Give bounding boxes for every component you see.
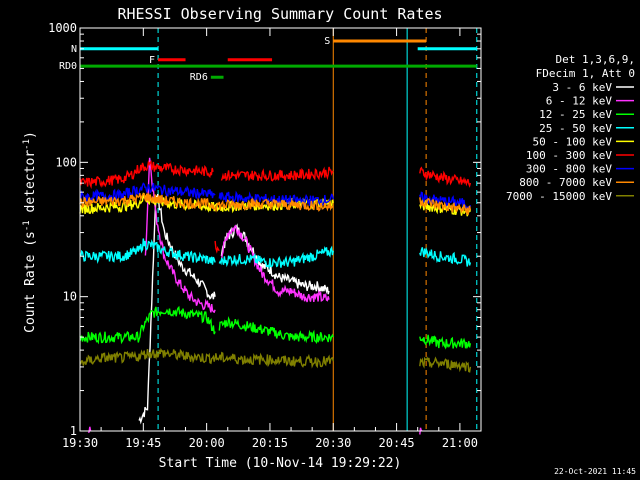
- legend: Det 1,3,6,9, FDecim 1, Att 0 3 - 6 keV6 …: [506, 53, 635, 203]
- series-2-segment-0: [79, 305, 216, 345]
- series-8-segment-1: [419, 356, 472, 373]
- series-7-segment-1: [419, 197, 472, 216]
- state-bar-label-0: N: [71, 44, 77, 55]
- y-axis-label-sup1: -1: [22, 220, 32, 231]
- chart-title: RHESSI Observing Summary Count Rates: [117, 5, 442, 23]
- x-axis-label: Start Time (10-Nov-14 19:29:22): [159, 456, 402, 471]
- series-1-segment-1: [144, 157, 216, 314]
- legend-label-7: 800 - 7000 keV: [519, 176, 612, 189]
- series-3-segment-0: [79, 238, 216, 265]
- series-7-segment-0: [79, 192, 334, 213]
- y-axis-label: Count Rate (s-1 detector-1): [22, 131, 38, 333]
- x-tick-label-3: 20:15: [252, 436, 288, 450]
- series-1-segment-2: [220, 224, 330, 303]
- y-axis-label-end: ): [23, 131, 38, 139]
- series-1-segment-0: [87, 426, 92, 434]
- legend-header-line-1: Det 1,3,6,9,: [556, 53, 635, 66]
- legend-label-5: 100 - 300 keV: [526, 149, 612, 162]
- y-tick-label-3: 1000: [48, 21, 77, 35]
- y-axis-label-mid: detector: [23, 150, 38, 221]
- plot-frame: [79, 27, 482, 432]
- legend-label-1: 6 - 12 keV: [546, 95, 613, 108]
- y-axis-label-main: Count Rate (s: [23, 231, 38, 333]
- y-axis: 1 10 100 1000: [48, 21, 481, 438]
- y-tick-label-1: 10: [63, 290, 77, 304]
- series-2-segment-2: [419, 334, 472, 350]
- x-axis: 19:30 19:45 20:00 20:15 20:30 20:45 21:00: [62, 28, 478, 450]
- state-bar-label-6: S: [324, 36, 330, 47]
- legend-label-4: 50 - 100 keV: [533, 135, 613, 148]
- legend-label-2: 12 - 25 keV: [539, 108, 612, 121]
- series-3-segment-1: [218, 245, 334, 270]
- series-6-segment-2: [419, 191, 472, 212]
- y-axis-label-sup2: -1: [22, 139, 32, 150]
- plot-area: N F RD0 RD6 S: [59, 28, 478, 435]
- legend-label-3: 25 - 50 keV: [539, 122, 612, 135]
- footer-date: 22-Oct-2021 11:45: [554, 467, 636, 476]
- state-bar-label-5: RD6: [190, 72, 208, 83]
- x-tick-label-0: 19:30: [62, 436, 98, 450]
- series-5-segment-2: [220, 166, 334, 182]
- series-5-segment-3: [419, 166, 472, 188]
- y-tick-label-2: 100: [55, 155, 77, 169]
- x-tick-label-4: 20:30: [315, 436, 351, 450]
- series-5-segment-1: [214, 240, 220, 254]
- x-tick-label-2: 20:00: [189, 436, 225, 450]
- x-tick-label-1: 19:45: [125, 436, 161, 450]
- legend-label-0: 3 - 6 keV: [552, 81, 612, 94]
- legend-label-6: 300 - 800 keV: [526, 163, 612, 176]
- series-3-segment-2: [419, 247, 472, 267]
- state-bar-label-2: F: [149, 55, 155, 66]
- legend-header-line-2: FDecim 1, Att 0: [536, 67, 635, 80]
- series-8-segment-0: [79, 347, 334, 369]
- series-6-segment-0: [79, 182, 216, 203]
- legend-label-8: 7000 - 15000 keV: [506, 190, 612, 203]
- series-2-segment-1: [218, 316, 334, 345]
- series-5-segment-0: [79, 159, 214, 190]
- series-4-segment-1: [419, 197, 472, 217]
- x-tick-label-6: 21:00: [442, 436, 478, 450]
- y-tick-label-0: 1: [70, 424, 77, 438]
- x-tick-label-5: 20:45: [379, 436, 415, 450]
- state-bar-label-4: RD0: [59, 61, 77, 72]
